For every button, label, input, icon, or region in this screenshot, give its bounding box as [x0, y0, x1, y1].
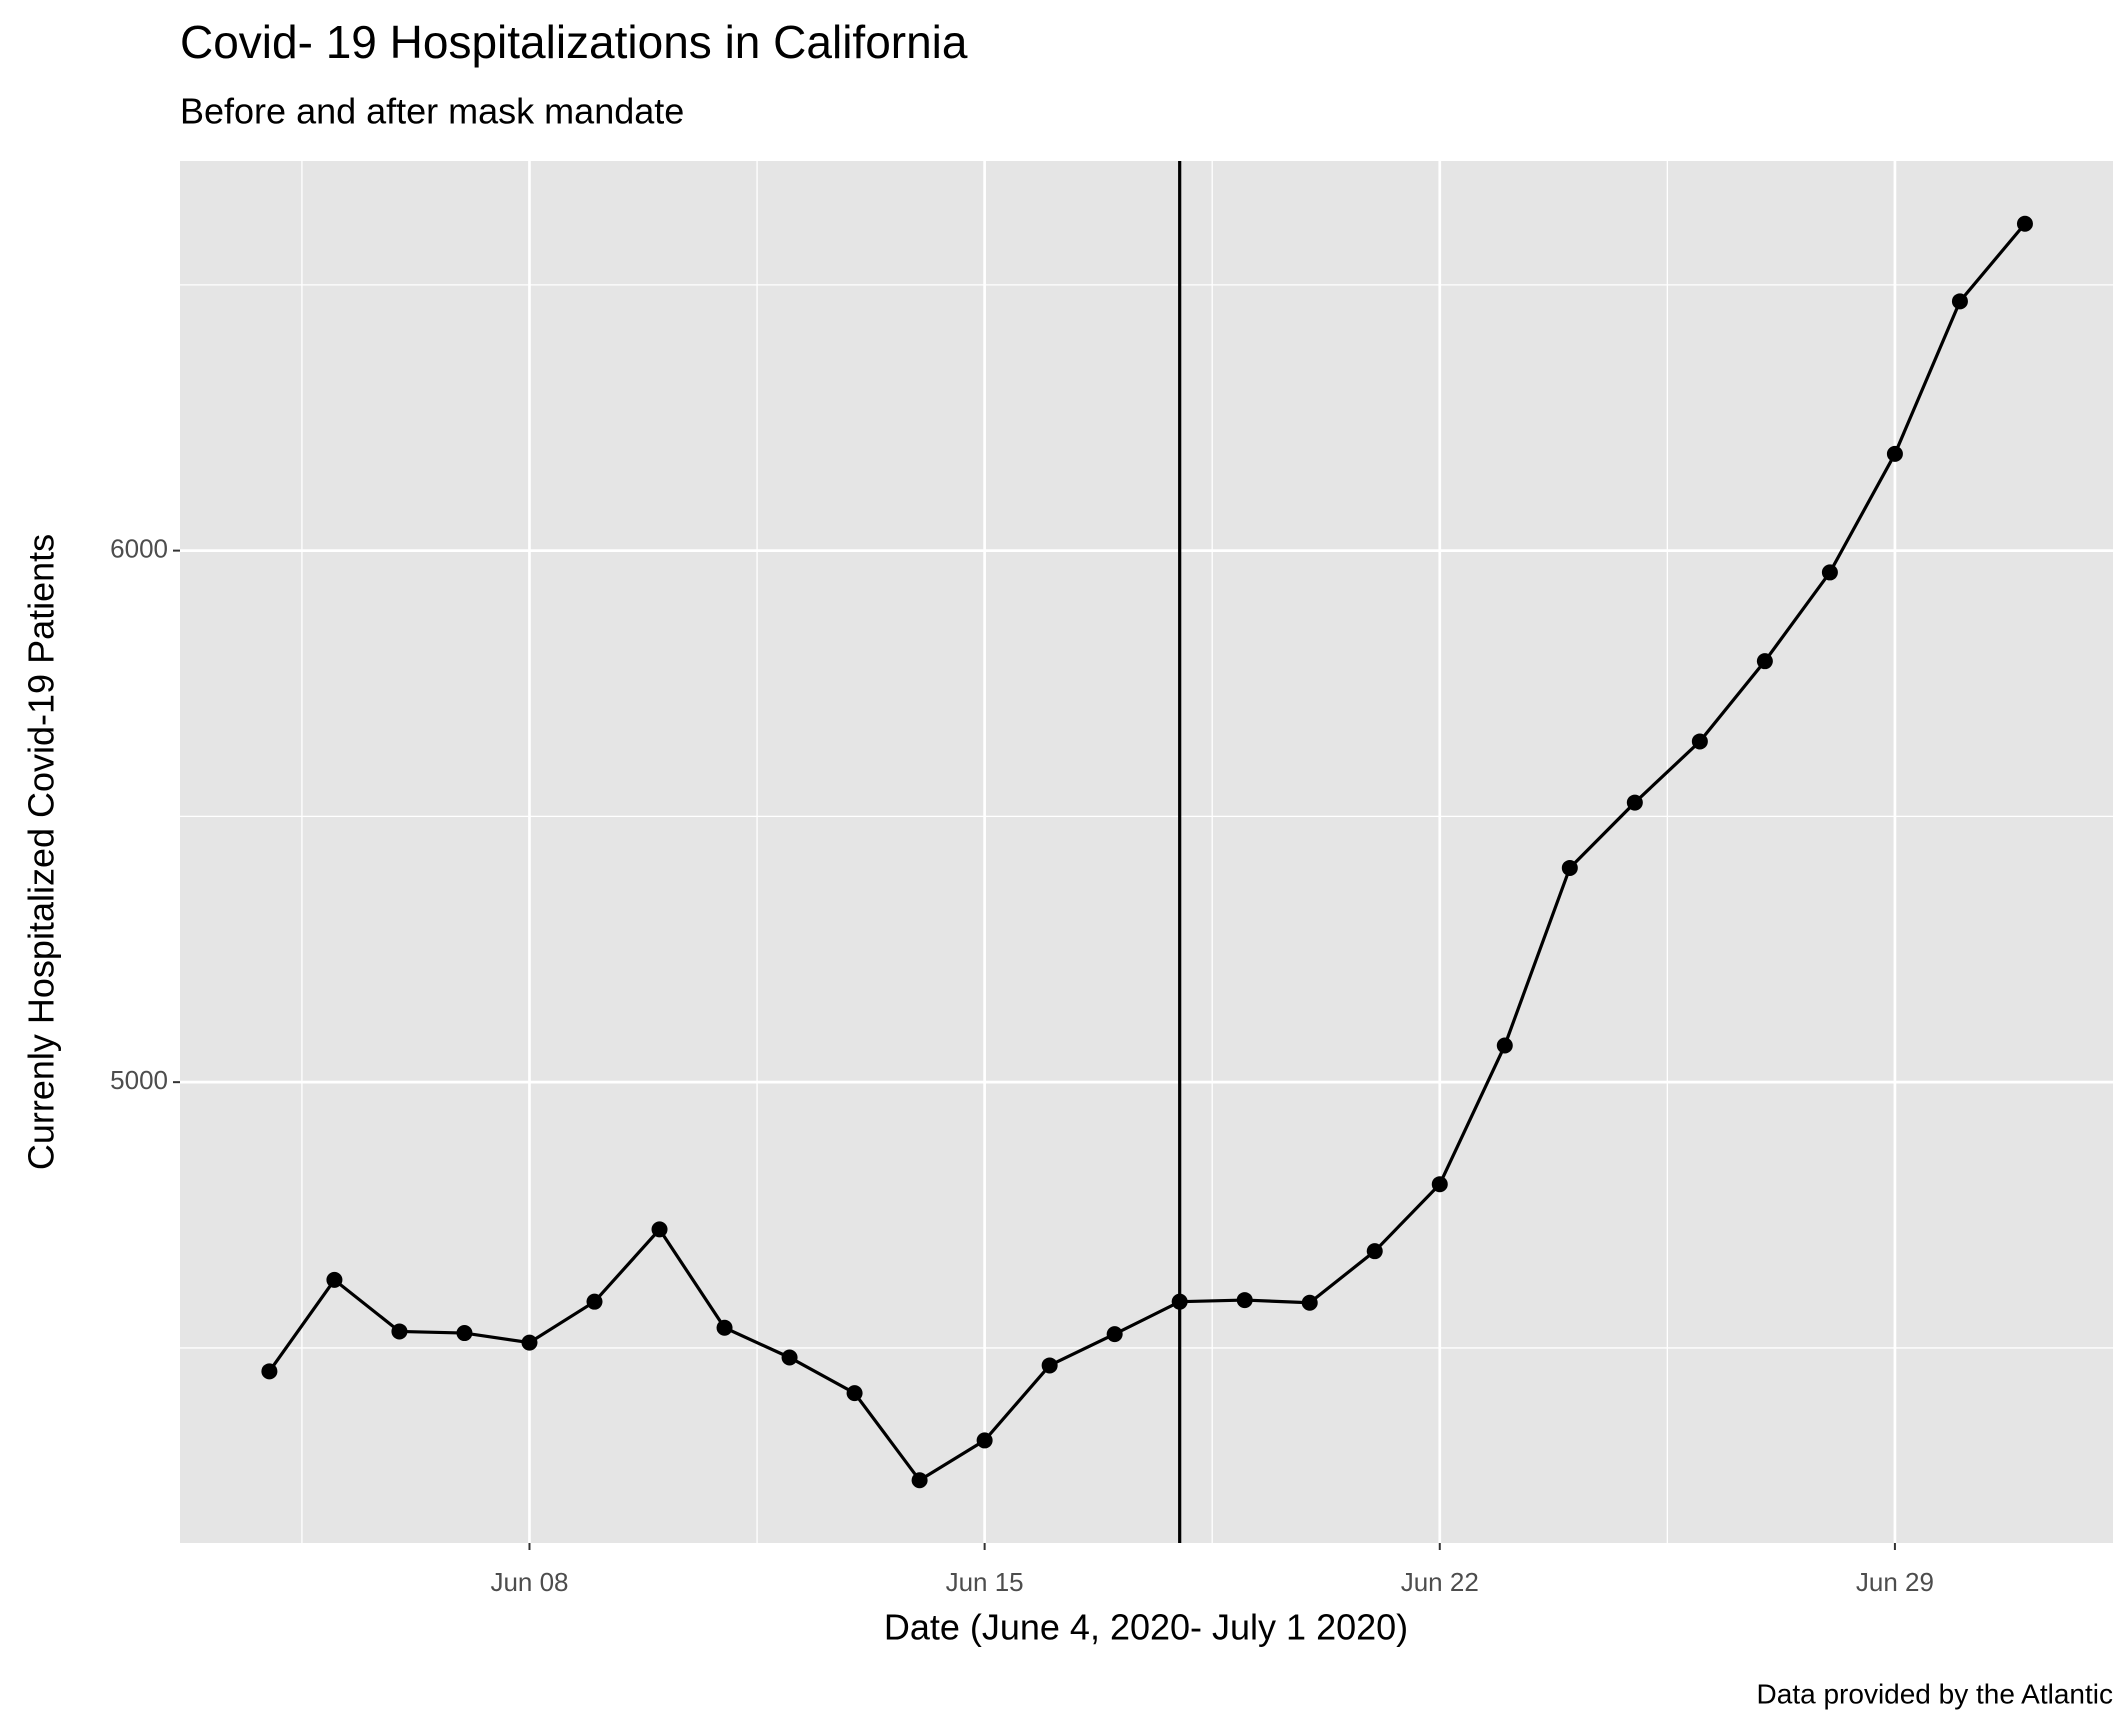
x-tick-label: Jun 15: [946, 1567, 1024, 1597]
point: [1691, 733, 1708, 750]
point: [261, 1363, 278, 1380]
y-tick-label: 6000: [110, 533, 168, 563]
point: [1236, 1292, 1253, 1309]
point: [651, 1221, 668, 1238]
grid: [180, 161, 2113, 1543]
point: [1106, 1326, 1123, 1343]
point: [391, 1323, 408, 1340]
panel: [180, 161, 2113, 1543]
line: [268, 222, 2027, 1483]
y-tick-label: 5000: [110, 1065, 168, 1095]
point: [586, 1293, 603, 1310]
point: [1041, 1357, 1058, 1374]
caption: Data provided by the Atlantic: [1757, 1678, 2113, 1709]
marks: [261, 161, 2033, 1543]
point: [1821, 564, 1838, 581]
point: [976, 1432, 993, 1449]
point: [456, 1325, 473, 1342]
x-axis-title: Date (June 4, 2020- July 1 2020): [884, 1607, 1408, 1648]
point: [1886, 445, 1903, 462]
x-tick-label: Jun 22: [1401, 1567, 1479, 1597]
point: [1756, 653, 1773, 670]
point: [911, 1472, 928, 1489]
point: [521, 1334, 538, 1351]
point: [1366, 1243, 1383, 1260]
chart-subtitle: Before and after mask mandate: [180, 91, 684, 132]
point: [1951, 293, 1968, 310]
point: [1561, 859, 1578, 876]
y-axis-title: Currenly Hospitalized Covid-19 Patients: [21, 534, 62, 1170]
point: [1301, 1294, 1318, 1311]
point: [1431, 1176, 1448, 1193]
point: [2016, 215, 2033, 232]
point: [846, 1385, 863, 1402]
point: [781, 1349, 798, 1366]
x-tick-label: Jun 08: [490, 1567, 568, 1597]
point: [326, 1271, 343, 1288]
point: [1496, 1037, 1513, 1054]
x-tick-label: Jun 29: [1856, 1567, 1934, 1597]
chart-title: Covid- 19 Hospitalizations in California: [180, 16, 968, 68]
point: [1626, 794, 1643, 811]
point: [716, 1319, 733, 1336]
point: [1171, 1293, 1188, 1310]
